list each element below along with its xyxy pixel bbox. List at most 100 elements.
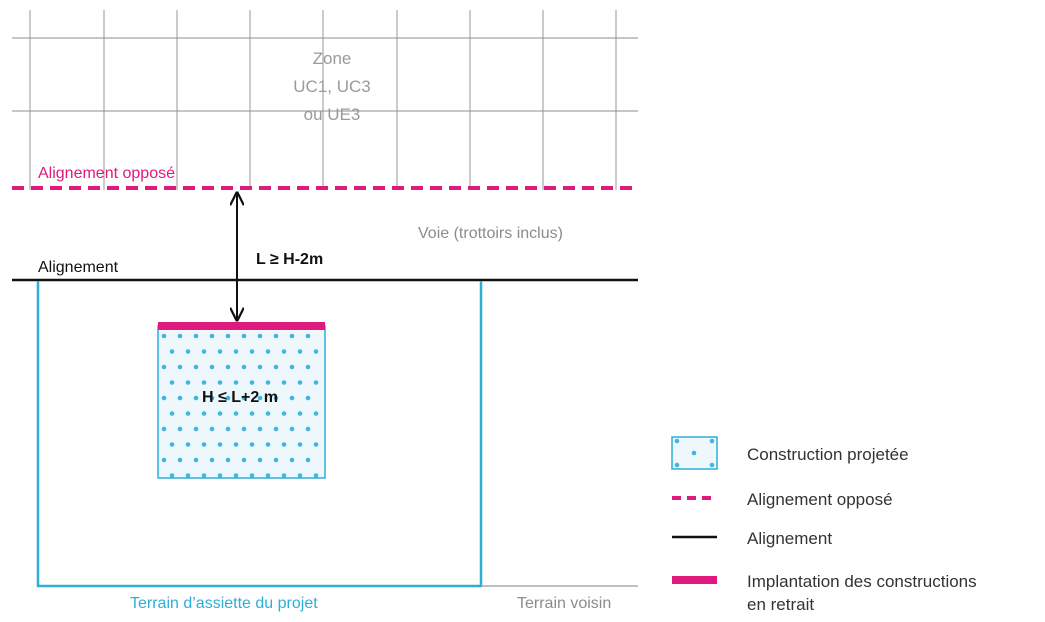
construction-dot — [217, 411, 223, 416]
construction-dot — [193, 364, 199, 370]
legend: Construction projetée Alignement opposé … — [671, 436, 977, 614]
construction-dot — [297, 442, 303, 447]
construction-dot — [201, 442, 207, 447]
construction-dot — [201, 473, 207, 478]
construction-dot — [273, 395, 279, 401]
legend-label: Alignement — [747, 529, 832, 548]
construction-dot — [193, 395, 199, 401]
construction-dot — [193, 457, 199, 463]
height-rule-label: H ≤ L+2 m — [202, 389, 278, 406]
construction-dot — [265, 473, 271, 478]
construction-dot — [201, 411, 207, 416]
construction-dot — [177, 457, 183, 463]
construction-dot — [281, 349, 287, 354]
construction-dot — [273, 457, 279, 463]
construction-dot — [233, 411, 239, 416]
legend-label: Construction projetée — [747, 445, 909, 464]
alignement-label: Alignement — [38, 259, 119, 276]
construction-dot — [305, 364, 311, 370]
construction-dot — [225, 457, 231, 463]
construction-dot — [281, 411, 287, 416]
construction-dot — [241, 457, 247, 463]
construction-dot — [161, 395, 167, 401]
construction-dot — [185, 349, 191, 354]
swatch-dot — [709, 462, 715, 468]
voie-label: Voie (trottoirs inclus) — [418, 225, 563, 242]
construction-dot — [265, 349, 271, 354]
construction-dot — [161, 426, 167, 432]
construction-dot — [289, 457, 295, 463]
construction-dot — [161, 457, 167, 463]
construction-dot — [249, 380, 255, 385]
construction-swatch-icon — [671, 436, 718, 470]
construction-dot — [273, 364, 279, 370]
construction-dot — [273, 333, 279, 339]
construction-dot — [169, 380, 175, 385]
construction-dot — [225, 364, 231, 370]
construction-dot — [161, 364, 167, 370]
distance-rule-label: L ≥ H-2m — [256, 251, 323, 268]
construction-dot — [233, 473, 239, 478]
construction-dot — [305, 457, 311, 463]
swatch-dot — [691, 450, 697, 456]
terrain-assiette-label: Terrain d’assiette du projet — [130, 595, 318, 612]
construction-dot — [169, 442, 175, 447]
construction-dot — [169, 411, 175, 416]
construction-dot — [193, 426, 199, 432]
construction-dot — [209, 364, 215, 370]
construction-dot — [265, 442, 271, 447]
construction-dot — [281, 473, 287, 478]
construction-dot — [273, 426, 279, 432]
construction-dot — [177, 426, 183, 432]
alignement-oppose-label: Alignement opposé — [38, 165, 175, 182]
construction-dot — [289, 395, 295, 401]
thick-magenta-line-icon — [672, 576, 717, 584]
swatch-dot — [709, 438, 715, 444]
construction-dot — [313, 380, 319, 385]
construction-dot — [305, 333, 311, 339]
construction-dot — [217, 442, 223, 447]
construction-dot — [257, 333, 263, 339]
construction-dot — [305, 426, 311, 432]
construction-dot — [313, 411, 319, 416]
swatch-dot — [674, 462, 680, 468]
construction-dot — [241, 426, 247, 432]
construction-dot — [289, 364, 295, 370]
construction-dot — [233, 380, 239, 385]
construction-dot — [225, 426, 231, 432]
construction-dot — [297, 411, 303, 416]
construction-dot — [289, 333, 295, 339]
zone-grid — [12, 10, 638, 190]
construction-dot — [185, 473, 191, 478]
swatch-dot — [674, 438, 680, 444]
construction-dot — [297, 380, 303, 385]
construction-dot — [249, 349, 255, 354]
construction-dot — [225, 333, 231, 339]
construction-dot — [201, 349, 207, 354]
construction-dot — [241, 364, 247, 370]
construction-dot — [177, 364, 183, 370]
construction-dot — [233, 349, 239, 354]
construction-dot — [257, 426, 263, 432]
construction-dot — [313, 442, 319, 447]
construction-dot — [265, 411, 271, 416]
zone-label-line3: ou UE3 — [304, 105, 361, 124]
legend-label: Implantation des constructions — [747, 572, 977, 591]
construction-dot — [257, 457, 263, 463]
construction-dot — [281, 442, 287, 447]
implantation-retrait-bar — [158, 322, 325, 330]
construction-dot — [209, 457, 215, 463]
construction-dot — [177, 395, 183, 401]
construction-dot — [169, 473, 175, 478]
legend-label-line2: en retrait — [747, 595, 814, 614]
construction-dots — [161, 333, 319, 478]
construction-dot — [225, 395, 231, 401]
zone-label-line1: Zone — [313, 49, 352, 68]
construction-dot — [201, 380, 207, 385]
construction-dot — [217, 380, 223, 385]
construction-dot — [305, 395, 311, 401]
construction-dot — [185, 411, 191, 416]
construction-dot — [217, 473, 223, 478]
construction-dot — [209, 395, 215, 401]
construction-dot — [185, 442, 191, 447]
